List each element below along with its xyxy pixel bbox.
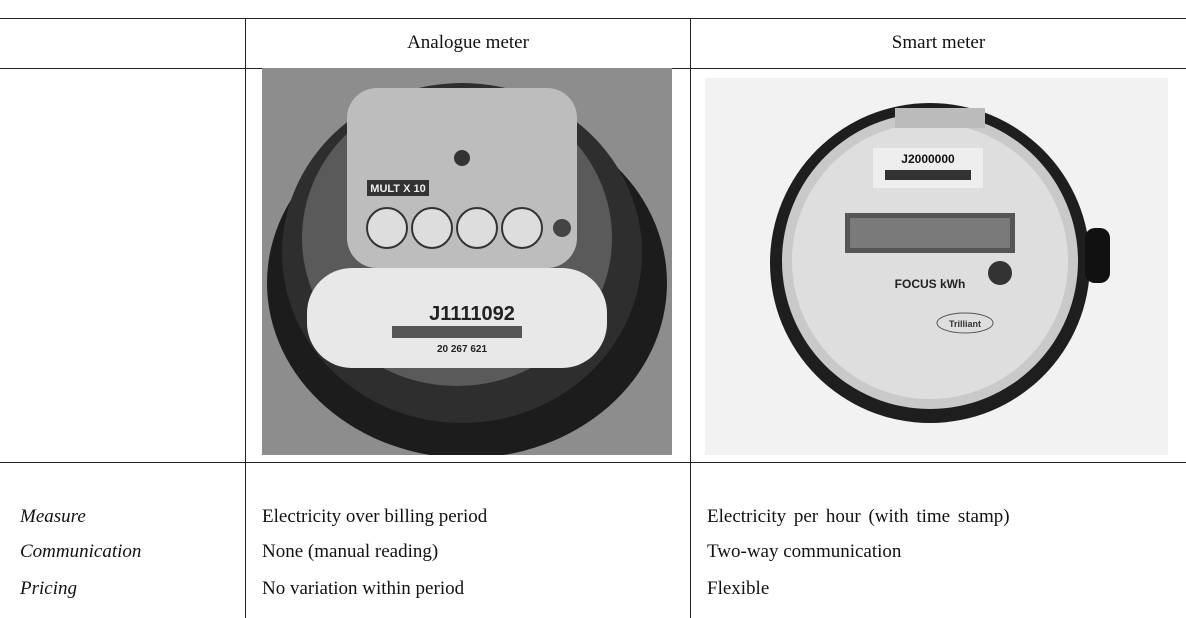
rule-images (0, 462, 1186, 463)
row-label: Measure (20, 506, 86, 527)
column-header: Smart meter (891, 32, 986, 53)
photo-label: J2000000 (901, 152, 955, 166)
cell: Electricity over billing period (262, 506, 488, 527)
photo-label: 20 267 621 (437, 344, 487, 355)
smart-meter-photo: J2000000 FOCUS kWh Trilliant (705, 78, 1168, 455)
cell: No variation within period (262, 578, 465, 599)
cell: None (manual reading) (262, 541, 439, 562)
row-label: Pricing (20, 578, 77, 599)
column-rule (245, 18, 246, 618)
column-header: Analogue meter (407, 32, 529, 53)
cell: Electricity per hour (with time stamp) (707, 506, 1010, 527)
row-label: Communication (20, 541, 142, 562)
cell: Two-way communication (707, 541, 902, 562)
photo-label: J1111092 (429, 303, 515, 325)
column-rule (690, 18, 691, 618)
photo-label: MULT X 10 (370, 183, 425, 195)
cell: Flexible (707, 578, 770, 599)
photo-label: Trilliant (949, 319, 981, 329)
analogue-meter-photo: MULT X 10 J1111092 20 267 621 (262, 68, 672, 455)
rule-top (0, 18, 1186, 19)
photo-label: FOCUS kWh (895, 277, 966, 291)
